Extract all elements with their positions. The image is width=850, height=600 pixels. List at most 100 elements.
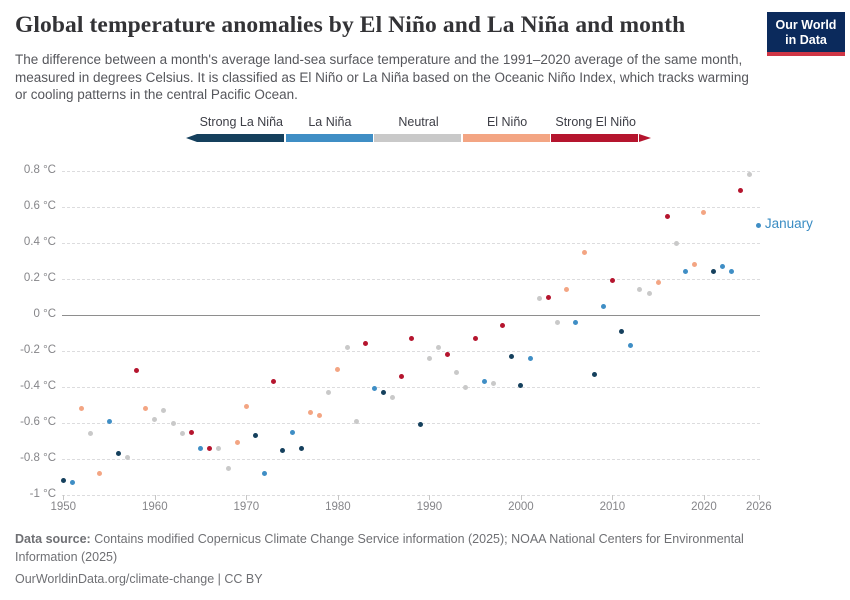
data-point[interactable] [728,269,734,275]
data-point[interactable] [188,429,194,435]
data-point[interactable] [545,294,551,300]
data-point[interactable] [509,353,515,359]
x-axis-label: 2026 [746,501,772,513]
y-axis-label: -0.4 °C [20,380,56,392]
data-point[interactable] [719,263,725,269]
data-point[interactable] [609,278,615,284]
license-note[interactable]: OurWorldinData.org/climate-change | CC B… [15,572,263,586]
legend-label-strong_el_nino[interactable]: Strong El Niño [555,115,636,129]
legend-segment-la_nina[interactable] [285,134,373,142]
data-point[interactable] [664,213,670,219]
legend-segment-el_nino[interactable] [462,134,550,142]
data-point[interactable] [445,352,451,358]
data-point[interactable] [69,479,75,485]
data-point[interactable] [692,262,698,268]
data-point[interactable] [436,344,442,350]
data-point[interactable] [381,389,387,395]
data-point[interactable] [591,371,597,377]
data-point[interactable] [234,440,240,446]
data-point[interactable] [152,416,158,422]
data-point[interactable] [225,465,231,471]
data-point[interactable] [243,404,249,410]
data-point[interactable] [710,269,716,275]
data-point[interactable] [536,296,542,302]
data-point[interactable] [628,343,634,349]
data-point[interactable] [573,319,579,325]
data-point[interactable] [738,188,744,194]
y-axis-label: 0.2 °C [23,272,56,284]
y-axis-label: -0.8 °C [20,452,56,464]
data-point[interactable] [371,386,377,392]
data-point[interactable] [390,395,396,401]
data-point[interactable] [262,470,268,476]
data-point[interactable] [298,445,304,451]
data-point[interactable] [97,470,103,476]
legend-label-la_nina[interactable]: La Niña [308,115,352,129]
data-point[interactable] [463,384,469,390]
data-point[interactable] [207,445,213,451]
data-point[interactable] [252,433,258,439]
data-point[interactable] [143,406,149,412]
data-point[interactable] [673,240,679,246]
data-point[interactable] [481,379,487,385]
data-point[interactable] [115,451,121,457]
data-point[interactable] [307,409,313,415]
data-point[interactable] [646,290,652,296]
legend-segment-strong_la_nina[interactable] [197,134,285,142]
x-axis-label: 2010 [599,501,626,513]
data-point[interactable] [655,280,661,286]
data-point[interactable] [134,368,140,374]
data-point[interactable] [637,287,643,293]
data-point[interactable] [353,418,359,424]
data-point[interactable] [555,319,560,325]
series-label[interactable]: January [764,216,813,231]
data-point[interactable] [490,380,496,386]
data-point[interactable] [518,382,524,388]
data-point[interactable] [60,478,66,484]
data-point[interactable] [619,328,625,334]
data-point[interactable] [582,249,588,255]
data-point[interactable] [179,431,185,437]
data-point[interactable] [216,445,222,451]
data-point[interactable] [426,355,432,361]
x-axis-label: 2000 [508,501,534,513]
data-point[interactable] [124,454,130,460]
legend-segment-neutral[interactable] [374,134,462,142]
data-point[interactable] [600,303,606,309]
data-point[interactable] [527,355,533,361]
data-point[interactable] [161,407,167,413]
data-point[interactable] [454,370,460,376]
legend-label-strong_la_nina[interactable]: Strong La Niña [199,115,283,129]
data-point[interactable] [170,420,176,426]
data-point[interactable] [280,447,286,453]
data-point[interactable] [747,172,753,178]
data-point[interactable] [472,335,478,341]
x-axis-tick [154,495,156,500]
data-point[interactable] [289,429,295,435]
data-point[interactable] [106,418,112,424]
data-point[interactable] [335,366,341,372]
data-point[interactable] [326,389,332,395]
data-point[interactable] [344,344,350,350]
data-point[interactable] [362,341,368,347]
data-point[interactable] [564,287,570,293]
legend-label-neutral[interactable]: Neutral [398,115,439,129]
data-point[interactable] [79,406,85,412]
owid-logo[interactable]: Our World in Data [767,12,845,56]
data-point[interactable] [500,323,506,329]
data-point[interactable] [271,379,277,385]
data-point[interactable] [198,445,204,451]
y-axis-label: 0.6 °C [23,200,56,212]
data-point[interactable] [399,373,405,379]
data-point[interactable] [701,209,707,215]
data-point[interactable] [683,269,689,275]
data-point[interactable] [317,413,323,419]
data-point[interactable] [417,422,423,428]
data-point[interactable] [756,222,762,228]
data-point[interactable] [88,431,94,437]
data-source-label: Data source: [15,532,91,546]
x-axis-label: 1960 [142,501,168,513]
data-point[interactable] [408,335,414,341]
legend-label-el_nino[interactable]: El Niño [486,115,528,129]
legend-segment-strong_el_nino[interactable] [551,134,639,142]
